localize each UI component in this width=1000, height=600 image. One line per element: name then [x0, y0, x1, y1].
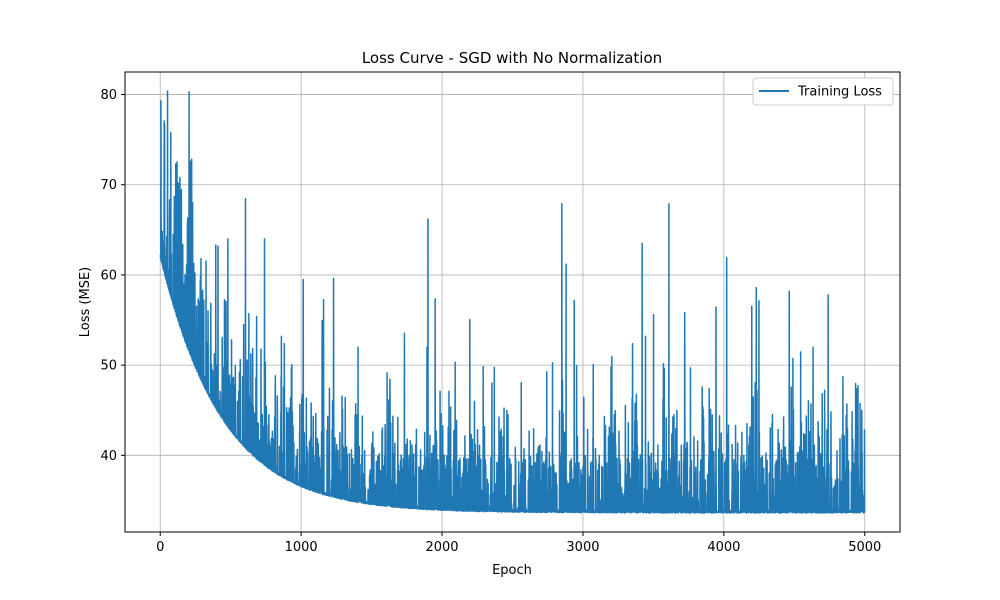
- legend-entry-training-loss: Training Loss: [797, 85, 882, 100]
- x-tick-label: 0: [156, 540, 164, 555]
- y-axis-ticks: 40 50 60 70 80: [100, 88, 125, 464]
- x-tick-label: 5000: [848, 540, 881, 555]
- x-axis-label: Epoch: [492, 563, 532, 578]
- training-loss-series: [159, 90, 866, 514]
- y-tick-label: 60: [100, 268, 117, 283]
- x-axis-ticks: 0 1000 2000 3000 4000 5000: [156, 532, 881, 555]
- x-tick-label: 2000: [425, 540, 458, 555]
- plot-frame: [124, 71, 901, 533]
- y-tick-label: 80: [100, 88, 117, 103]
- x-tick-label: 3000: [566, 540, 599, 555]
- y-tick-label: 70: [100, 178, 117, 193]
- legend: Training Loss: [752, 77, 894, 106]
- y-axis-label: Loss (MSE): [78, 267, 93, 337]
- training-loss-line: [159, 90, 866, 514]
- legend-box: [752, 77, 894, 106]
- x-tick-label: 4000: [707, 540, 740, 555]
- y-tick-label: 40: [100, 449, 117, 464]
- chart-title: Loss Curve - SGD with No Normalization: [362, 49, 662, 67]
- y-tick-label: 50: [100, 359, 117, 374]
- x-tick-label: 1000: [285, 540, 318, 555]
